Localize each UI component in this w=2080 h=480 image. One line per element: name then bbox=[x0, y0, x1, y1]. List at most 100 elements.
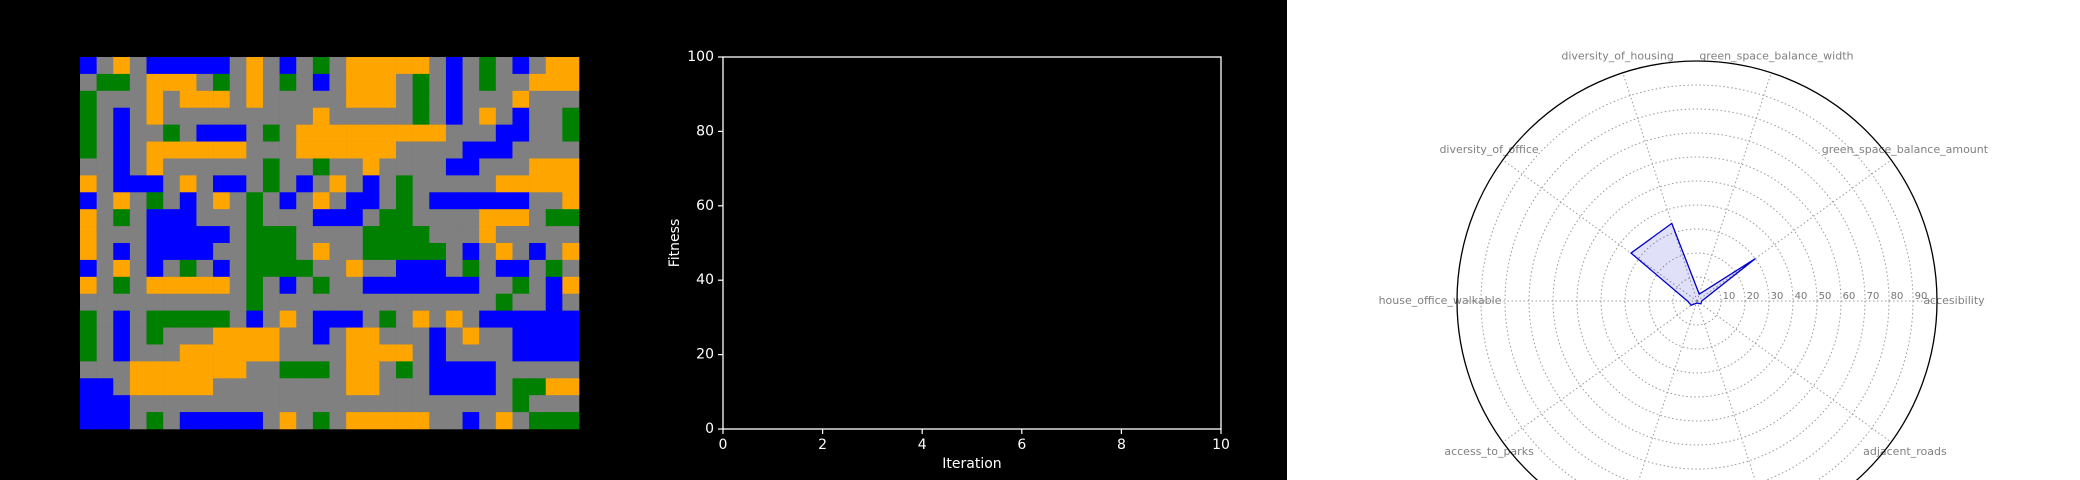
grid-cell bbox=[379, 107, 397, 125]
grid-cell bbox=[346, 209, 364, 227]
grid-cell bbox=[429, 259, 447, 278]
grid-cell bbox=[412, 90, 430, 109]
grid-cell bbox=[129, 293, 147, 311]
grid-cell bbox=[445, 90, 463, 109]
grid-cell bbox=[246, 107, 264, 125]
grid-cell bbox=[229, 395, 247, 413]
grid-cell bbox=[179, 412, 197, 430]
grid-cell bbox=[262, 412, 280, 430]
angular-grid bbox=[1638, 300, 1698, 480]
grid-cell bbox=[229, 412, 247, 430]
grid-cell bbox=[296, 175, 314, 193]
grid-cell bbox=[129, 276, 147, 295]
grid-cell bbox=[246, 412, 264, 430]
grid-cell bbox=[429, 158, 447, 176]
grid-cell bbox=[163, 361, 181, 379]
grid-cell bbox=[346, 90, 364, 109]
grid-cell bbox=[479, 73, 497, 92]
grid-cell bbox=[479, 310, 497, 328]
grid-cell bbox=[296, 310, 314, 328]
grid-cell bbox=[362, 378, 380, 396]
grid-cell bbox=[196, 276, 214, 295]
grid-cell bbox=[129, 175, 147, 193]
grid-cell bbox=[296, 124, 314, 142]
grid-cell bbox=[462, 412, 480, 430]
grid-cell bbox=[96, 310, 114, 328]
radial-tick-label: 30 bbox=[1771, 291, 1784, 302]
grid-cell bbox=[246, 276, 264, 295]
grid-cell bbox=[279, 412, 297, 430]
grid-cell bbox=[96, 344, 114, 362]
grid-cell bbox=[495, 57, 513, 75]
grid-cell bbox=[362, 57, 380, 75]
grid-cell bbox=[296, 158, 314, 176]
grid-cell bbox=[562, 226, 580, 244]
grid-cell bbox=[279, 395, 297, 413]
grid-cell bbox=[346, 412, 364, 430]
grid-cell bbox=[529, 57, 547, 75]
grid-cell bbox=[396, 378, 413, 396]
grid-cell bbox=[545, 361, 563, 379]
grid-cell bbox=[296, 344, 314, 362]
grid-cell bbox=[312, 57, 330, 75]
grid-cell bbox=[545, 192, 563, 210]
grid-cell bbox=[196, 378, 214, 396]
grid-cell bbox=[262, 141, 280, 159]
grid-cell bbox=[412, 361, 430, 379]
grid-cell bbox=[362, 73, 380, 92]
grid-cell bbox=[96, 73, 114, 92]
grid-cell bbox=[429, 243, 447, 261]
grid-cell bbox=[80, 327, 97, 345]
grid-cell bbox=[562, 124, 580, 142]
grid-cell bbox=[312, 209, 330, 227]
grid-cell bbox=[445, 344, 463, 362]
grid-cell bbox=[545, 327, 563, 345]
grid-cell bbox=[296, 259, 314, 278]
grid-cell bbox=[213, 175, 230, 193]
grid-cell bbox=[296, 378, 314, 396]
grid-cell bbox=[312, 259, 330, 278]
grid-cell bbox=[213, 259, 230, 278]
grid-cell bbox=[512, 90, 530, 109]
grid-cell bbox=[163, 226, 181, 244]
grid-cell bbox=[262, 243, 280, 261]
grid-cell bbox=[196, 158, 214, 176]
grid-cell bbox=[429, 175, 447, 193]
grid-cell bbox=[146, 243, 164, 261]
grid-cell bbox=[113, 141, 131, 159]
grid-cell bbox=[462, 310, 480, 328]
grid-cell bbox=[80, 124, 97, 142]
radar-spine bbox=[1456, 60, 1938, 480]
grid-cell bbox=[229, 90, 247, 109]
grid-cell bbox=[412, 57, 430, 75]
grid-cell bbox=[113, 361, 131, 379]
grid-cell bbox=[146, 327, 164, 345]
grid-cell bbox=[229, 226, 247, 244]
grid-cell bbox=[179, 141, 197, 159]
grid-cell bbox=[562, 395, 580, 413]
grid-cell bbox=[246, 141, 264, 159]
grid-cell bbox=[512, 73, 530, 92]
grid-cell bbox=[296, 192, 314, 210]
grid-cell bbox=[179, 209, 197, 227]
grid-cell bbox=[562, 141, 580, 159]
grid-cell bbox=[495, 243, 513, 261]
grid-cell bbox=[196, 175, 214, 193]
grid-cell bbox=[262, 57, 280, 75]
grid-cell bbox=[379, 226, 397, 244]
grid-cell bbox=[429, 395, 447, 413]
grid-cell bbox=[246, 259, 264, 278]
angular-grid bbox=[1696, 159, 1892, 302]
grid-cell bbox=[246, 293, 264, 311]
grid-cell bbox=[479, 90, 497, 109]
grid-cell bbox=[495, 412, 513, 430]
grid-cell bbox=[379, 361, 397, 379]
grid-cell bbox=[80, 192, 97, 210]
grid-cell bbox=[379, 124, 397, 142]
grid-cell bbox=[179, 73, 197, 92]
grid-cell bbox=[545, 124, 563, 142]
grid-cell bbox=[495, 124, 513, 142]
grid-cell bbox=[296, 361, 314, 379]
grid-cell bbox=[213, 90, 230, 109]
